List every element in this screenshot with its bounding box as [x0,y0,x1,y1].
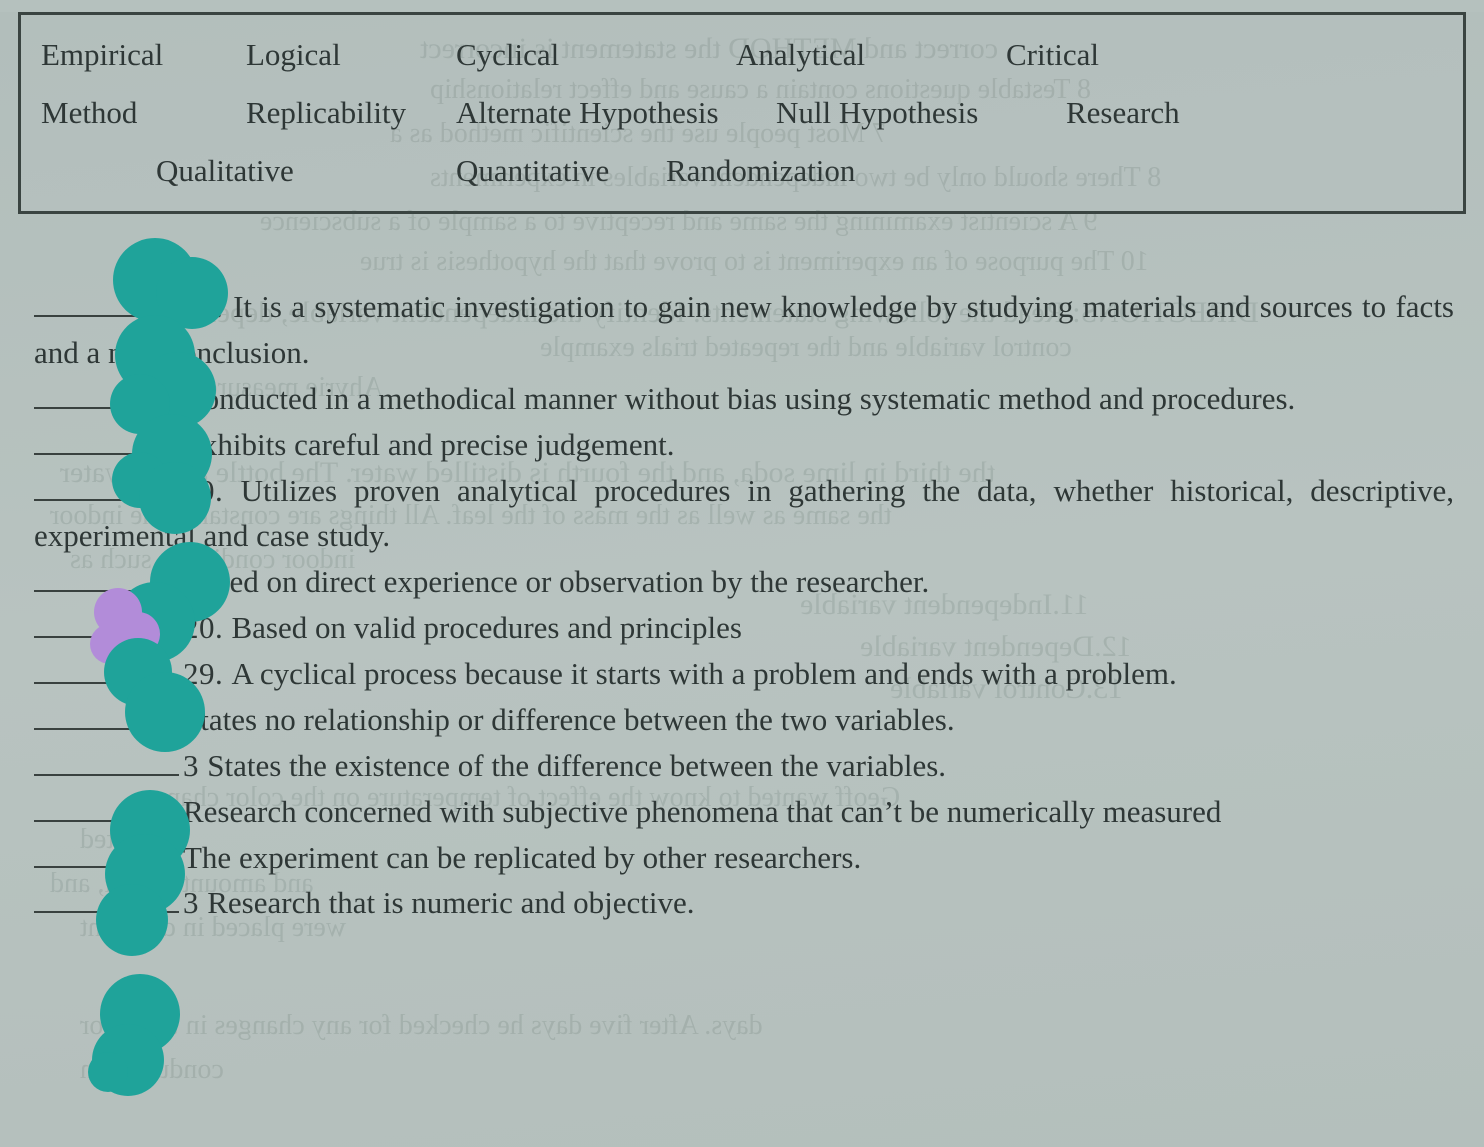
marker-dot [88,1052,128,1092]
answer-blank[interactable] [34,884,179,913]
question-5: Based on direct experience or observatio… [34,559,1454,605]
answer-blank[interactable] [34,379,179,408]
word-bank-row-3: Qualitative Quantitative Randomization [41,153,1443,189]
question-text: Exhibits careful and precise judgement. [183,427,675,462]
term-alt-hypothesis: Alternate Hypothesis [456,95,776,131]
term-quantitative: Quantitative [456,153,666,189]
answer-blank[interactable] [34,471,179,500]
term-cyclical: Cyclical [456,37,736,73]
question-text: A cyclical process because it starts wit… [232,656,1177,691]
term-analytical: Analytical [736,37,1006,73]
term-method: Method [41,95,246,131]
marker-dot [92,1024,164,1096]
marker-dot [100,974,180,1054]
questions-section: 20. It is a systematic investigation to … [34,284,1454,926]
answer-blank[interactable] [34,700,179,729]
question-4: 20. Utilizes proven analytical procedure… [34,468,1454,560]
question-number: 20. [183,473,241,508]
term-empirical: Empirical [41,37,246,73]
answer-blank[interactable] [34,288,179,317]
question-12: 3 Research that is numeric and objective… [34,880,1454,926]
term-critical: Critical [1006,37,1099,73]
question-text: Research that is numeric and objective. [207,885,694,920]
answer-blank[interactable] [34,563,179,592]
ghost-line: 10 The purpose of an experiment is to pr… [360,246,1149,278]
question-3: Exhibits careful and precise judgement. [34,422,1454,468]
word-bank-box: Empirical Logical Cyclical Analytical Cr… [18,12,1466,214]
term-replicability: Replicability [246,95,456,131]
term-research: Research [1066,95,1180,131]
term-randomization: Randomization [666,153,855,189]
answer-blank[interactable] [34,838,179,867]
question-6: 20. Based on valid procedures and princi… [34,605,1454,651]
question-number: 20. [183,289,233,324]
ghost-line: days. After five days he checked for any… [80,1010,763,1042]
question-text: Research concerned with subjective pheno… [183,794,1221,829]
question-text: Based on valid procedures and principles [232,610,743,645]
question-text: States the existence of the difference b… [207,748,946,783]
question-9: 3 States the existence of the difference… [34,743,1454,789]
term-qualitative: Qualitative [156,153,456,189]
question-text: The experiment can be replicated by othe… [183,840,861,875]
question-7: 29. A cyclical process because it starts… [34,651,1454,697]
term-null-hypothesis: Null Hypothesis [776,95,1066,131]
question-10: Research concerned with subjective pheno… [34,789,1454,835]
answer-blank[interactable] [34,746,179,775]
question-text: Utilizes proven analytical procedures in… [34,473,1454,554]
question-8: States no relationship or difference bet… [34,697,1454,743]
term-logical: Logical [246,37,456,73]
question-number: 29. [183,656,232,691]
question-number: 3 [183,885,207,920]
question-text: It is a systematic investigation to gain… [34,289,1454,370]
question-number: 20. [183,610,232,645]
question-11: The experiment can be replicated by othe… [34,835,1454,881]
answer-blank[interactable] [34,792,179,821]
answer-blank[interactable] [34,655,179,684]
question-text: States no relationship or difference bet… [183,702,955,737]
ghost-line: conducted in [80,1054,224,1086]
question-text: Based on direct experience or observatio… [183,564,929,599]
word-bank-row-2: Method Replicability Alternate Hypothesi… [41,95,1443,131]
word-bank-row-1: Empirical Logical Cyclical Analytical Cr… [41,37,1443,73]
question-number: 3 [183,748,207,783]
question-text: Conducted in a methodical manner without… [183,381,1295,416]
answer-blank[interactable] [34,425,179,454]
question-1: 20. It is a systematic investigation to … [34,284,1454,376]
answer-blank[interactable] [34,609,179,638]
question-2: Conducted in a methodical manner without… [34,376,1454,422]
